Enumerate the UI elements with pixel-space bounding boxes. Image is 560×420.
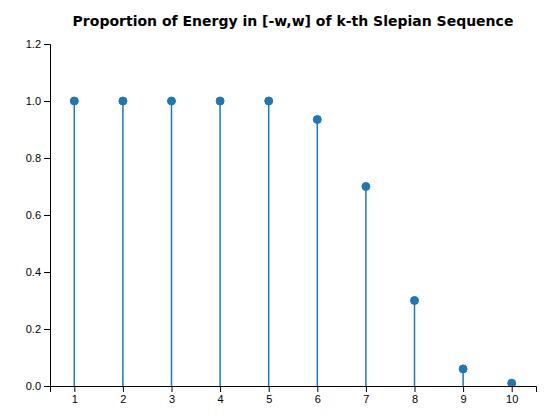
x-axis-tick-mark xyxy=(172,386,173,392)
y-axis-tick-mark xyxy=(44,44,50,45)
x-axis: 1 2 3 4 5 6 7 8 9 10 xyxy=(51,386,537,405)
stem-line xyxy=(268,101,270,386)
x-axis-tick-mark xyxy=(366,386,367,392)
y-axis-tick-label: 0.4 xyxy=(26,266,41,278)
y-axis-tick: 0.2 xyxy=(26,323,50,335)
y-axis-tick-label: 1.0 xyxy=(26,95,41,107)
y-axis-tick-mark xyxy=(44,386,50,387)
y-axis-tick: 0.8 xyxy=(26,152,50,164)
stem-line xyxy=(74,101,76,386)
y-axis-tick: 0.0 xyxy=(26,380,50,392)
x-axis-tick-label: 2 xyxy=(120,393,126,405)
x-axis-tick: 2 xyxy=(120,386,126,405)
y-axis-line xyxy=(44,45,51,387)
stem-line xyxy=(219,101,221,386)
x-axis-tick-label: 9 xyxy=(461,393,467,405)
stem-marker xyxy=(508,379,516,386)
y-axis-tick-mark xyxy=(44,101,50,102)
chart-title: Proportion of Energy in [-w,w] of k-th S… xyxy=(73,13,514,29)
stem-marker xyxy=(265,97,273,105)
x-axis-tick: 10 xyxy=(506,386,518,405)
stems xyxy=(70,97,515,386)
stem-marker xyxy=(168,97,176,105)
x-axis-tick-label: 3 xyxy=(169,393,175,405)
y-axis-tick-mark xyxy=(44,158,50,159)
stem-marker xyxy=(459,365,467,373)
y-axis-tick-label: 0.6 xyxy=(26,209,41,221)
stem-line xyxy=(171,101,173,386)
x-axis-tick: 5 xyxy=(266,386,272,405)
stem-line xyxy=(414,301,416,387)
x-axis-tick-mark xyxy=(512,386,513,392)
stem-line xyxy=(317,120,319,386)
x-axis-tick-mark xyxy=(123,386,124,392)
x-axis-tick-label: 1 xyxy=(72,393,78,405)
x-axis-tick: 4 xyxy=(218,386,224,405)
x-axis-tick: 7 xyxy=(363,386,369,405)
x-axis-tick-label: 8 xyxy=(412,393,418,405)
y-axis-tick: 0.6 xyxy=(26,209,50,221)
x-axis-tick-mark xyxy=(415,386,416,392)
x-axis-tick-mark xyxy=(220,386,221,392)
y-axis-tick-label: 0.8 xyxy=(26,152,41,164)
y-axis-tick-mark xyxy=(44,215,50,216)
x-axis-tick-mark xyxy=(269,386,270,392)
stem-marker xyxy=(411,297,419,305)
x-axis-tick-mark xyxy=(463,386,464,392)
y-axis-tick-label: 1.2 xyxy=(26,38,41,50)
x-axis-tick-mark xyxy=(317,386,318,392)
chart: 1 2 3 4 5 6 7 8 9 10 0.0 0.2 0.4 0.6 0.8 1.0 1.2 Proporti… xyxy=(0,0,560,420)
x-axis-tick: 8 xyxy=(412,386,418,405)
y-axis-tick: 0.4 xyxy=(26,266,50,278)
x-axis-tick-label: 4 xyxy=(218,393,224,405)
stem-marker xyxy=(362,183,370,191)
x-axis-tick: 9 xyxy=(461,386,467,405)
y-axis-tick-mark xyxy=(44,272,50,273)
y-axis-tick-mark xyxy=(44,329,50,330)
plot-area: 1 2 3 4 5 6 7 8 9 10 0.0 0.2 0.4 0.6 0.8 1.0 1.2 xyxy=(26,38,537,405)
x-axis-tick: 3 xyxy=(169,386,175,405)
stem-marker xyxy=(313,116,321,124)
x-axis-tick-mark xyxy=(74,386,75,392)
x-axis-tick: 1 xyxy=(72,386,78,405)
stem-line xyxy=(365,187,367,387)
y-axis: 0.0 0.2 0.4 0.6 0.8 1.0 1.2 xyxy=(26,38,51,392)
stem-marker xyxy=(70,97,78,105)
y-axis-tick: 1.2 xyxy=(26,38,50,50)
y-axis-tick-label: 0.0 xyxy=(26,380,41,392)
x-axis-tick-label: 7 xyxy=(363,393,369,405)
y-axis-tick-label: 0.2 xyxy=(26,323,41,335)
x-axis-tick-label: 5 xyxy=(266,393,272,405)
stem-marker xyxy=(216,97,224,105)
stem-line xyxy=(122,101,124,386)
x-axis-tick-label: 10 xyxy=(506,393,518,405)
stem-marker xyxy=(119,97,127,105)
x-axis-tick: 6 xyxy=(315,386,321,405)
x-axis-tick-label: 6 xyxy=(315,393,321,405)
y-axis-tick: 1.0 xyxy=(26,95,50,107)
x-axis-line xyxy=(51,387,537,393)
